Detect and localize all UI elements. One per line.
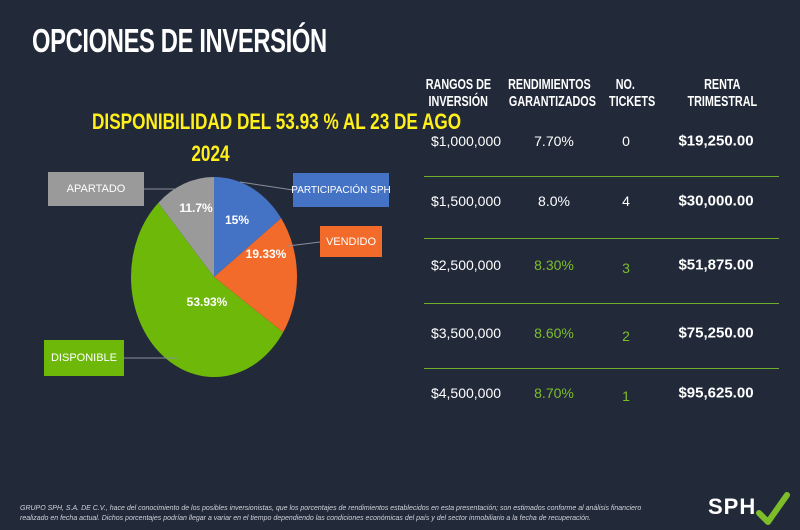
slice-label-vendido: 19.33% [245,247,287,261]
chart-title: DISPONIBILIDAD DEL 53.93 % AL 23 DE AGO … [40,106,461,170]
leader-vendido [287,241,321,247]
chart-title-line2: 2024 [190,141,230,166]
slice-disponible [130,202,284,378]
page-title: OPCIONES DE INVERSIÓN [32,22,327,59]
slice-participacion [214,177,282,277]
cell-tickets: 2 [622,328,630,344]
cell-rend: 8.60% [534,325,574,341]
logo: SPH [708,494,757,519]
cell-renta: $51,875.00 [678,256,754,274]
chart-title-line1: DISPONIBILIDAD DEL 53.93 % AL 23 DE AGO [92,109,462,134]
cell-tickets: 4 [622,193,630,209]
cell-rend: 8.70% [534,385,574,401]
cell-rend: 8.0% [538,193,570,209]
row-divider [424,368,779,369]
cell-renta: $19,250.00 [678,132,754,150]
leader-participacion [239,181,294,191]
cell-rend: 8.30% [534,257,574,273]
row-divider [424,176,779,177]
cell-rend: 7.70% [534,133,574,149]
cell-tickets: 1 [622,388,630,404]
header-rango: RANGOS DE INVERSIÓN [425,76,491,110]
header-renta: RENTA TRIMESTRAL [687,76,757,110]
row-divider [424,238,779,239]
slice-label-apartado: 11.7% [179,201,213,215]
slice-label-disponible: 53.93% [186,295,228,309]
header-tickets: NO. TICKETS [608,76,656,110]
slice-apartado [158,177,214,277]
header-rendimientos: RENDIMIENTOS GARANTIZADOS [508,76,596,110]
cell-renta: $95,625.00 [678,384,754,402]
cell-rango: $2,500,000 [430,257,502,273]
legend-disponible: DISPONIBLE [44,340,124,376]
cell-rango: $1,000,000 [430,133,502,149]
cell-rango: $4,500,000 [430,385,502,401]
legend-participacion: PARTICIPACIÓN SPH [291,173,391,207]
legend-vendido: VENDIDO [320,226,382,257]
disclaimer-text: GRUPO SPH, S.A. DE C.V., hace del conoci… [20,505,642,522]
cell-rango: $3,500,000 [430,325,502,341]
row-divider [424,303,779,304]
check-icon [756,492,790,525]
cell-tickets: 0 [622,133,630,149]
cell-rango: $1,500,000 [430,193,502,209]
slice-label-participacion: 15% [224,213,250,227]
cell-renta: $30,000.00 [678,192,754,210]
slice-vendido [214,218,297,333]
cell-tickets: 3 [622,260,630,276]
cell-renta: $75,250.00 [678,324,754,342]
legend-apartado: APARTADO [48,172,144,206]
